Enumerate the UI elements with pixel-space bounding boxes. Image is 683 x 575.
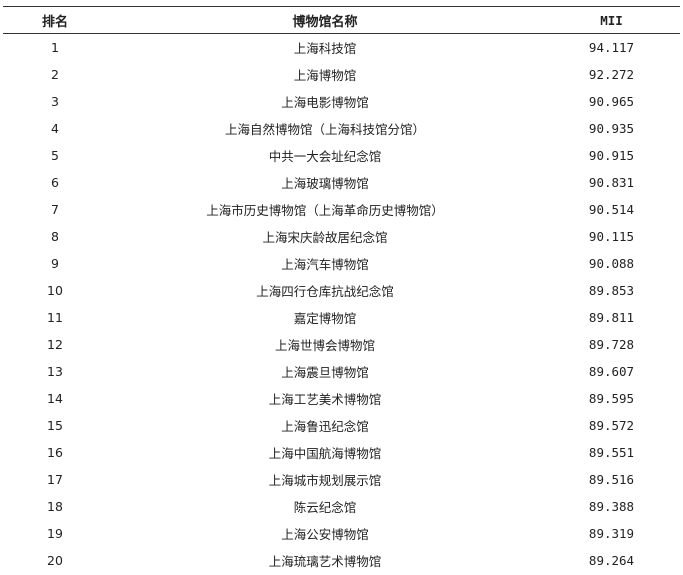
- name-cell: 上海宋庆龄故居纪念馆: [262, 230, 388, 245]
- table-row: 12 上海世博会博物馆 89.728: [3, 331, 680, 358]
- table-header: 排名 博物馆名称 MII: [3, 6, 680, 34]
- rank-cell: 15: [47, 418, 63, 433]
- table-row: 5 中共一大会址纪念馆 90.915: [3, 142, 680, 169]
- name-cell: 中共一大会址纪念馆: [268, 149, 382, 164]
- mii-cell: 89.572: [588, 418, 635, 433]
- rank-cell: 12: [47, 337, 63, 352]
- mii-cell: 89.811: [588, 310, 635, 325]
- name-cell: 上海自然博物馆（上海科技馆分馆）: [224, 122, 425, 137]
- header-rank: 排名: [41, 14, 68, 30]
- name-cell: 上海琉璃艺术博物馆: [268, 554, 382, 569]
- rank-cell: 17: [47, 472, 63, 487]
- rank-cell: 11: [47, 310, 63, 325]
- table-row: 8 上海宋庆龄故居纪念馆 90.115: [3, 223, 680, 250]
- table-row: 15 上海鲁迅纪念馆 89.572: [3, 412, 680, 439]
- mii-cell: 90.115: [588, 229, 635, 244]
- table-row: 20 上海琉璃艺术博物馆 89.264: [3, 547, 680, 574]
- header-museum-name: 博物馆名称: [292, 14, 358, 30]
- rank-cell: 5: [51, 148, 59, 163]
- header-mii: MII: [600, 12, 623, 28]
- mii-cell: 89.728: [588, 337, 635, 352]
- table-row: 11 嘉定博物馆 89.811: [3, 304, 680, 331]
- name-cell: 上海四行仓库抗战纪念馆: [256, 284, 394, 299]
- table-row: 1 上海科技馆 94.117: [3, 34, 680, 61]
- table-row: 16 上海中国航海博物馆 89.551: [3, 439, 680, 466]
- mii-cell: 89.516: [588, 472, 635, 487]
- table-row: 7 上海市历史博物馆（上海革命历史博物馆） 90.514: [3, 196, 680, 223]
- rank-cell: 20: [47, 553, 63, 568]
- table-body: 1 上海科技馆 94.117 2 上海博物馆 92.272 3 上海电影博物馆 90.965 4 上…: [3, 34, 680, 574]
- mii-cell: 90.965: [588, 94, 635, 109]
- mii-cell: 89.388: [588, 499, 635, 514]
- rank-cell: 14: [47, 391, 63, 406]
- name-cell: 上海世博会博物馆: [274, 338, 375, 353]
- name-cell: 上海中国航海博物馆: [268, 446, 382, 461]
- rank-cell: 8: [51, 229, 59, 244]
- rank-cell: 10: [47, 283, 63, 298]
- mii-cell: 90.935: [588, 121, 635, 136]
- rank-cell: 13: [47, 364, 63, 379]
- rank-cell: 1: [51, 40, 59, 55]
- mii-cell: 90.088: [588, 256, 635, 271]
- mii-cell: 94.117: [588, 40, 635, 55]
- name-cell: 上海市历史博物馆（上海革命历史博物馆）: [206, 203, 444, 218]
- table-row: 10 上海四行仓库抗战纪念馆 89.853: [3, 277, 680, 304]
- mii-cell: 89.264: [588, 553, 635, 568]
- mii-cell: 90.831: [588, 175, 635, 190]
- table-row: 14 上海工艺美术博物馆 89.595: [3, 385, 680, 412]
- museum-ranking-table: 排名 博物馆名称 MII 1 上海科技馆 94.117 2 上海博物馆 92.272 3 上海…: [3, 6, 680, 574]
- table-row: 6 上海玻璃博物馆 90.831: [3, 169, 680, 196]
- name-cell: 上海博物馆: [293, 68, 357, 83]
- mii-cell: 89.853: [588, 283, 635, 298]
- rank-cell: 2: [51, 67, 59, 82]
- rank-cell: 16: [47, 445, 63, 460]
- name-cell: 嘉定博物馆: [293, 311, 357, 326]
- name-cell: 上海公安博物馆: [281, 527, 369, 542]
- rank-cell: 9: [51, 256, 59, 271]
- name-cell: 上海鲁迅纪念馆: [281, 419, 369, 434]
- name-cell: 上海震旦博物馆: [281, 365, 369, 380]
- name-cell: 上海工艺美术博物馆: [268, 392, 382, 407]
- table-row: 3 上海电影博物馆 90.965: [3, 88, 680, 115]
- rank-cell: 18: [47, 499, 63, 514]
- rank-cell: 4: [51, 121, 59, 136]
- table-row: 2 上海博物馆 92.272: [3, 61, 680, 88]
- mii-cell: 89.551: [588, 445, 635, 460]
- name-cell: 上海玻璃博物馆: [281, 176, 369, 191]
- mii-cell: 89.607: [588, 364, 635, 379]
- mii-cell: 92.272: [588, 67, 635, 82]
- rank-cell: 19: [47, 526, 63, 541]
- mii-cell: 90.514: [588, 202, 635, 217]
- name-cell: 陈云纪念馆: [293, 500, 357, 515]
- mii-cell: 89.319: [588, 526, 635, 541]
- table-row: 13 上海震旦博物馆 89.607: [3, 358, 680, 385]
- name-cell: 上海电影博物馆: [281, 95, 369, 110]
- table-row: 19 上海公安博物馆 89.319: [3, 520, 680, 547]
- name-cell: 上海汽车博物馆: [281, 257, 369, 272]
- table-row: 18 陈云纪念馆 89.388: [3, 493, 680, 520]
- rank-cell: 7: [51, 202, 59, 217]
- name-cell: 上海科技馆: [293, 41, 357, 56]
- name-cell: 上海城市规划展示馆: [268, 473, 382, 488]
- mii-cell: 89.595: [588, 391, 635, 406]
- rank-cell: 3: [51, 94, 59, 109]
- mii-cell: 90.915: [588, 148, 635, 163]
- table-row: 9 上海汽车博物馆 90.088: [3, 250, 680, 277]
- table-row: 17 上海城市规划展示馆 89.516: [3, 466, 680, 493]
- table-row: 4 上海自然博物馆（上海科技馆分馆） 90.935: [3, 115, 680, 142]
- rank-cell: 6: [51, 175, 59, 190]
